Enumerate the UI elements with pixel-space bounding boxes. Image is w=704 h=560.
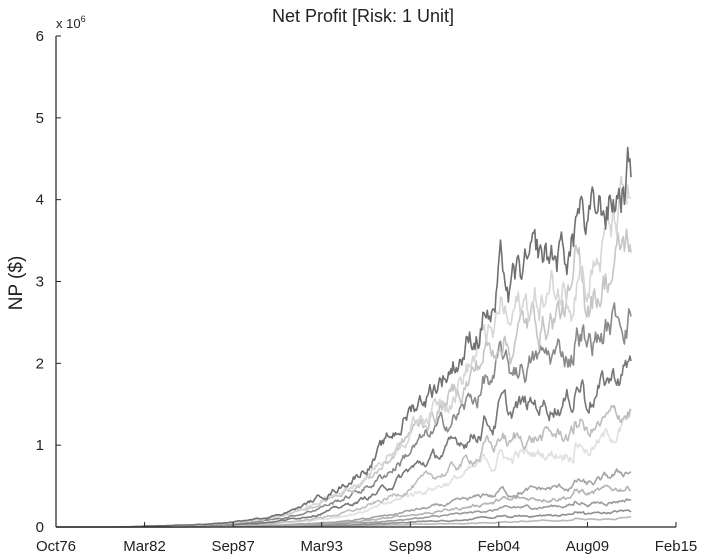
- x-tick-label: Sep87: [211, 538, 254, 555]
- series-layer: [56, 146, 632, 528]
- y-multiplier-base: x 10: [56, 16, 81, 31]
- y-tick-label: 2: [36, 355, 44, 372]
- series-line: [56, 468, 632, 528]
- chart-title: Net Profit [Risk: 1 Unit]: [272, 6, 454, 26]
- x-tick-label: Mar93: [300, 538, 343, 555]
- y-multiplier-exponent: 6: [81, 14, 86, 24]
- series-line: [56, 146, 632, 528]
- x-tick-label: Feb15: [655, 538, 698, 555]
- y-tick-label: 1: [36, 437, 44, 454]
- x-tick-label: Mar82: [123, 538, 166, 555]
- x-tick-label: Aug09: [566, 538, 609, 555]
- y-axis-label: NP ($): [6, 256, 27, 311]
- y-tick-label: 6: [36, 28, 44, 45]
- y-multiplier-label: x 106: [56, 14, 86, 31]
- y-tick-label: 0: [36, 519, 44, 536]
- series-line: [56, 404, 632, 528]
- x-tick-label: Feb04: [478, 538, 521, 555]
- y-tick-label: 3: [36, 274, 44, 291]
- ticks-layer: Oct76 Mar82 Sep87 Mar93 Sep98 Feb04 Aug09 Feb15…: [36, 28, 698, 555]
- y-tick-label: 5: [36, 110, 44, 127]
- series-line: [56, 228, 632, 528]
- x-tick-label: Sep98: [389, 538, 432, 555]
- series-line: [56, 408, 632, 528]
- x-tick-label: Oct76: [36, 538, 76, 555]
- y-tick-label: 4: [36, 192, 44, 209]
